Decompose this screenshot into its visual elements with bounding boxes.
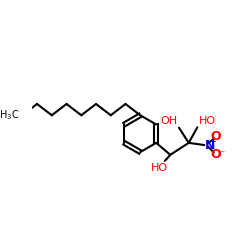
Text: HO: HO bbox=[199, 116, 216, 126]
Text: O: O bbox=[210, 148, 221, 161]
Text: N: N bbox=[205, 138, 215, 151]
Text: +: + bbox=[209, 137, 216, 146]
Text: OH: OH bbox=[161, 116, 178, 126]
Text: ⁻: ⁻ bbox=[220, 149, 224, 159]
Text: O: O bbox=[210, 130, 221, 143]
Text: H$_3$C: H$_3$C bbox=[0, 108, 20, 122]
Text: HO: HO bbox=[151, 163, 168, 173]
